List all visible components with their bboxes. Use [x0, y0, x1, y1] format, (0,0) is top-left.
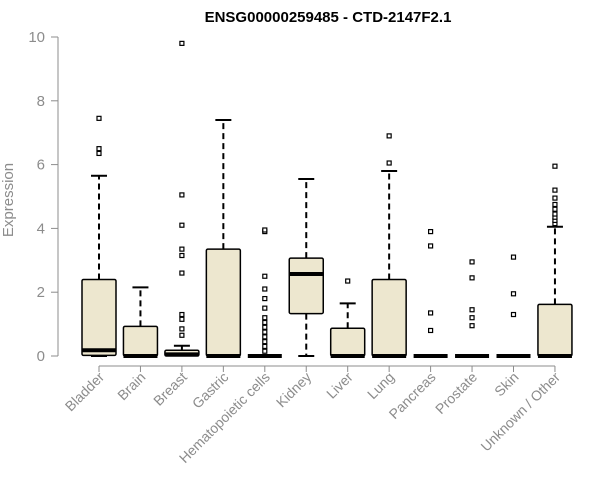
- x-tick-label: Brain: [114, 369, 148, 403]
- y-tick-label: 8: [37, 93, 45, 110]
- outlier-point: [262, 305, 268, 311]
- y-tick-label: 4: [37, 220, 45, 237]
- outlier-point: [345, 278, 351, 284]
- boxes-group: [81, 40, 573, 358]
- outlier-point: [469, 307, 475, 313]
- chart-title: ENSG00000259485 - CTD-2147F2.1: [205, 9, 452, 26]
- outlier-point: [96, 150, 102, 157]
- outlier-point: [469, 323, 475, 329]
- outlier-point: [96, 146, 102, 152]
- outlier-point: [179, 246, 185, 252]
- outlier-point: [179, 326, 185, 332]
- box: [537, 303, 573, 357]
- outlier-point: [510, 311, 517, 318]
- outlier-point: [552, 206, 558, 212]
- outlier-point: [262, 343, 268, 350]
- outlier-point: [179, 270, 185, 276]
- x-tick-label: Liver: [323, 369, 356, 402]
- box: [288, 257, 324, 315]
- outlier-point: [179, 311, 185, 318]
- outlier-point: [179, 192, 185, 198]
- outlier-point: [179, 252, 185, 259]
- y-tick-label: 0: [37, 348, 45, 365]
- outlier-point: [262, 339, 268, 345]
- outlier-point: [179, 316, 185, 322]
- outlier-point: [469, 275, 475, 281]
- outlier-point: [262, 329, 268, 335]
- outlier-point: [96, 115, 102, 121]
- outlier-point: [428, 310, 434, 316]
- outlier-point: [262, 324, 268, 330]
- outlier-point: [262, 295, 268, 302]
- outlier-point: [262, 286, 268, 292]
- x-tick-label: Lung: [364, 369, 397, 402]
- box: [329, 327, 366, 357]
- outlier-point: [469, 259, 475, 265]
- outlier-point: [552, 187, 558, 193]
- x-tick-label: Prostate: [432, 369, 480, 417]
- y-axis: 0 2 4 6 8 10: [28, 29, 59, 365]
- outlier-point: [179, 40, 185, 46]
- box: [371, 278, 407, 357]
- outlier-point: [262, 315, 268, 321]
- outlier-point: [510, 254, 517, 260]
- x-tick-label: Skin: [491, 369, 522, 400]
- outlier-point: [552, 163, 558, 169]
- outlier-point: [428, 243, 434, 249]
- outlier-point: [262, 334, 268, 340]
- y-tick-label: 2: [37, 284, 45, 301]
- outlier-point: [510, 291, 517, 297]
- x-axis: [98, 365, 556, 372]
- outlier-point: [428, 327, 434, 334]
- x-tick-label: Kidney: [273, 369, 315, 411]
- outlier-point: [386, 160, 392, 166]
- x-tick-label: Breast: [150, 369, 190, 409]
- box: [122, 325, 159, 357]
- box: [205, 248, 242, 357]
- outlier-point: [469, 315, 475, 321]
- outlier-point: [262, 348, 268, 354]
- x-tick-label: Unknown / Other: [477, 369, 563, 455]
- outlier-point: [179, 332, 185, 338]
- outlier-point: [262, 227, 268, 233]
- outlier-point: [179, 222, 185, 228]
- outlier-point: [552, 211, 558, 217]
- outlier-point: [428, 228, 434, 235]
- outlier-point: [552, 195, 558, 201]
- y-axis-label: Expression: [0, 163, 17, 237]
- box: [81, 278, 117, 357]
- outlier-point: [386, 133, 392, 139]
- y-tick-label: 6: [37, 157, 45, 174]
- outlier-point: [262, 319, 268, 326]
- outlier-point: [262, 273, 268, 279]
- x-tick-label: Bladder: [62, 369, 108, 415]
- outlier-point: [552, 201, 558, 208]
- y-tick-label: 10: [28, 29, 45, 46]
